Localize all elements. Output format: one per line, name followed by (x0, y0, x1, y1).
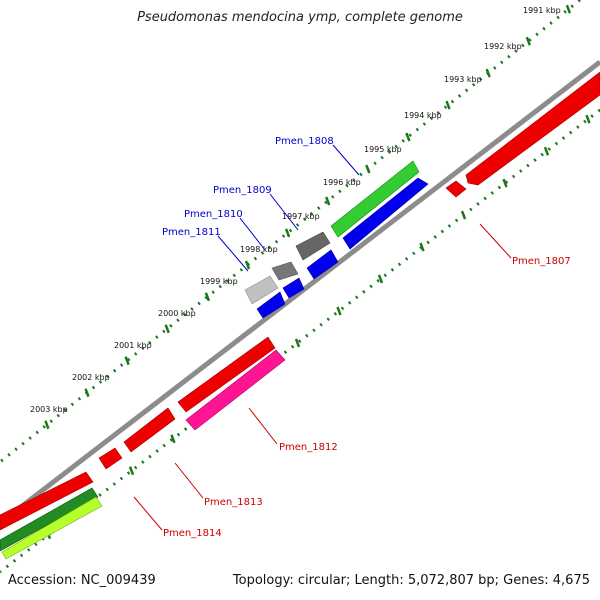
inner-major-tick (460, 210, 467, 220)
label-pmen-1812[interactable]: Pmen_1812 (279, 442, 338, 453)
inner-major-tick (336, 306, 342, 316)
gene-pmen-1814-arrow[interactable] (0, 471, 94, 531)
outer-major-tick (485, 68, 491, 78)
gene-pmen-1810-blue-arrow[interactable] (282, 277, 305, 299)
outer-major-tick (84, 388, 90, 398)
gene-pmen-1809-arrow[interactable] (295, 231, 331, 261)
accession-text: Accession: NC_009439 (8, 573, 156, 588)
label-pmen-1810[interactable]: Pmen_1810 (184, 209, 243, 220)
gene-pmen-1814-arrow-green[interactable] (0, 487, 99, 552)
leader-pmen-1813 (174, 462, 204, 499)
tick-label: 1995 kbp (364, 145, 402, 154)
gene-pmen-1813-arrow[interactable] (177, 336, 276, 413)
outer-major-tick (365, 164, 371, 174)
tick-label: 2002 kbp (72, 373, 110, 382)
tick-label: 1996 kbp (323, 178, 361, 187)
inner-tick-track (0, 108, 600, 574)
label-pmen-1808[interactable]: Pmen_1808 (275, 136, 334, 147)
outer-major-tick (525, 36, 531, 46)
outer-major-tick (164, 324, 170, 334)
leader-pmen-1809 (269, 193, 299, 231)
tick-label: 1994 kbp (404, 111, 442, 120)
leader-pmen-1810 (239, 217, 266, 251)
outer-major-tick (204, 292, 211, 302)
gene-pmen-1808-arrow[interactable] (330, 160, 420, 238)
inner-major-tick (543, 146, 550, 156)
label-pmen-1809[interactable]: Pmen_1809 (213, 185, 272, 196)
genome-title: Pseudomonas mendocina ymp, complete geno… (137, 10, 463, 25)
outer-major-tick (124, 356, 130, 366)
inner-major-tick (128, 466, 135, 476)
gene-pmen-1808-blue-arrow[interactable] (342, 177, 429, 250)
leader-pmen-1808 (332, 144, 360, 176)
leader-pmen-1814 (133, 496, 163, 531)
gene-pmen-1814-arrow-lime[interactable] (1, 496, 103, 560)
gene-pmen-1810-arrow[interactable] (271, 261, 299, 281)
inner-major-tick (585, 114, 591, 124)
tick-label: 2001 kbp (114, 341, 152, 350)
leader-pmen-1811 (217, 235, 249, 272)
gene-pmen-1813-arrow-b[interactable] (123, 407, 176, 453)
tick-label: 1991 kbp (523, 6, 561, 15)
tick-label: 1993 kbp (444, 75, 482, 84)
outer-major-tick (445, 100, 451, 110)
leader-pmen-1807 (479, 223, 512, 259)
label-pmen-1811[interactable]: Pmen_1811 (162, 227, 221, 238)
label-pmen-1807[interactable]: Pmen_1807 (512, 256, 571, 267)
outer-major-tick (284, 228, 291, 238)
inner-major-tick (377, 274, 384, 284)
outer-major-tick (565, 4, 572, 14)
gene-pmen-1807-arrow-head[interactable] (445, 180, 467, 198)
outer-major-tick (325, 196, 331, 206)
inner-major-tick (502, 178, 508, 188)
label-pmen-1814[interactable]: Pmen_1814 (163, 528, 222, 539)
inner-major-tick (294, 338, 301, 348)
topology-text: Topology: circular; Length: 5,072,807 bp… (232, 573, 590, 588)
outer-tick-track (0, 0, 581, 464)
gene-pmen-1807-arrow[interactable] (465, 71, 600, 186)
outer-major-tick (44, 420, 50, 430)
tick-label: 1998 kbp (240, 245, 278, 254)
inner-major-tick (419, 242, 425, 252)
leader-pmen-1812 (248, 407, 278, 445)
tick-label: 1999 kbp (200, 277, 238, 286)
outer-major-tick (405, 132, 411, 142)
gene-pmen-1809-blue-arrow[interactable] (306, 249, 339, 280)
gene-pmen-1811-arrow[interactable] (244, 275, 279, 305)
gene-pmen-1813-arrow-c[interactable] (98, 447, 123, 470)
tick-label: 2000 kbp (158, 309, 196, 318)
outer-major-tick (244, 260, 251, 270)
gene-pmen-1811-blue-arrow[interactable] (256, 291, 286, 319)
genome-backbone (0, 60, 600, 525)
tick-label: 2003 kbp (30, 405, 68, 414)
gene-pmen-1812-arrow[interactable] (185, 349, 286, 431)
label-pmen-1813[interactable]: Pmen_1813 (204, 497, 263, 508)
tick-label: 1992 kbp (484, 42, 522, 51)
tick-label: 1997 kbp (282, 212, 320, 221)
inner-major-tick (170, 434, 176, 444)
